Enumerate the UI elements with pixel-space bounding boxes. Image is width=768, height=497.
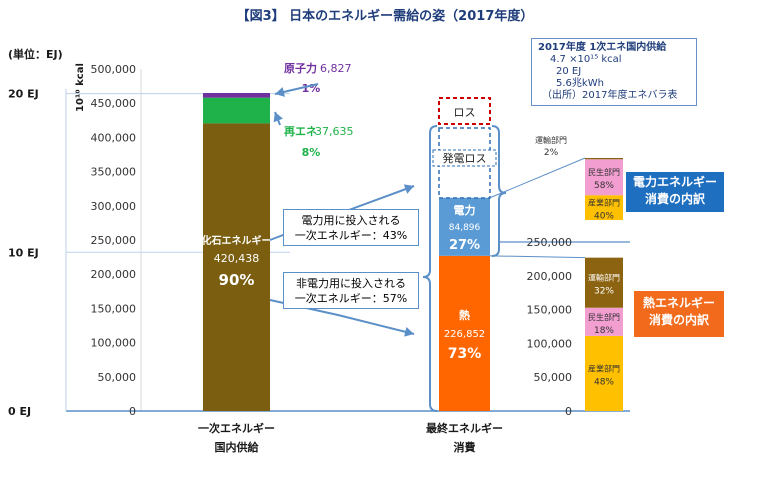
power-input-arrow-head — [403, 184, 414, 194]
heat-residential-segment — [585, 307, 623, 336]
fossil-segment — [203, 123, 270, 411]
final-category-label: 消費 — [454, 440, 476, 454]
electric-connector-line — [489, 157, 586, 199]
power-name-label: 電力 — [454, 203, 476, 217]
callout-line: 非電力用に投入される — [296, 277, 406, 290]
info-line: 4.7 ×10¹⁵ kcal — [550, 54, 622, 65]
ej-tick-label: 0 EJ — [8, 405, 31, 418]
loss-box — [438, 97, 491, 125]
heat-name-label: 熱 — [459, 308, 470, 322]
elec-sector-name-label: 産業部門 — [588, 198, 620, 208]
callout-line: 電力用に投入される — [301, 214, 401, 227]
heat-sector-name-label: 民生部門 — [588, 312, 620, 322]
generation-loss-label-bg — [432, 149, 497, 167]
y-tick-label: 400,000 — [91, 131, 137, 144]
elec-residential-segment — [585, 159, 623, 196]
primary-category-label: 国内供給 — [215, 440, 260, 454]
elec-transport-pct-label: 2% — [544, 148, 559, 158]
elec-industry-segment — [585, 195, 623, 220]
y-tick-label: 300,000 — [91, 200, 137, 213]
y-tick-label: 50,000 — [98, 371, 137, 384]
figure-title: 【図3】 日本のエネルギー需給の姿（2017年度） — [237, 8, 534, 24]
y-tick-label: 500,000 — [91, 63, 137, 76]
secondary-y-tick-label: 200,000 — [527, 270, 573, 283]
nonpower-input-arrow-head — [404, 326, 414, 337]
renewable-name-label: 再エネ — [284, 125, 317, 138]
loss-label: ロス — [454, 106, 476, 119]
info-line: 20 EJ — [556, 66, 582, 77]
heat-sector-name-label: 運輸部門 — [588, 273, 620, 283]
info-box: 2017年度 1次エネ国内供給 4.7 ×10¹⁵ kcal 20 EJ 5.6… — [531, 38, 697, 106]
chart-body: 0 50,000 100,000 150,000 200,000 250,000 300,0… — [8, 61, 630, 454]
power-pct-label: 27% — [449, 238, 480, 253]
heat-pct-label: 73% — [448, 346, 482, 362]
tag-line: 消費の内訳 — [648, 313, 709, 327]
power-input-callout: 電力用に投入される 一次エネルギー：43% — [283, 209, 419, 246]
power-value-label: 84,896 — [449, 223, 481, 233]
nuclear-segment — [203, 93, 270, 98]
y-tick-label: 250,000 — [91, 234, 137, 247]
fossil-name-label: 化石エネルギー — [202, 234, 272, 247]
ej-tick-label: 20 EJ — [8, 88, 39, 101]
info-line: 2017年度 1次エネ国内供給 — [538, 42, 667, 53]
renewable-pct-label: 8% — [302, 146, 321, 159]
callout-line: 一次エネルギー：57% — [294, 292, 408, 305]
y-tick-label: 450,000 — [91, 97, 137, 110]
power-segment — [439, 197, 490, 256]
elec-sector-pct-label: 40% — [594, 212, 614, 222]
generation-loss-label: 発電ロス — [443, 151, 487, 165]
kcal-axis-label: 10¹⁰ kcal — [75, 63, 86, 112]
y-tick-label: 150,000 — [91, 302, 137, 315]
secondary-y-tick-label: 50,000 — [534, 371, 573, 384]
ej-tick-label: 10 EJ — [8, 246, 39, 259]
heat-breakdown-tag: 熱エネルギー 消費の内訳 — [634, 291, 724, 337]
tag-line: 消費の内訳 — [644, 192, 705, 206]
info-line: （出所）2017年度エネバラ表 — [542, 90, 678, 101]
renewable-arrow-head — [273, 112, 283, 123]
renewable-value-label: 37,635 — [315, 125, 354, 138]
nuclear-value-label: 6,827 — [320, 62, 352, 75]
nuclear-name-label: 原子力 — [284, 61, 317, 75]
heat-value-label: 226,852 — [444, 329, 485, 340]
left-brace — [422, 125, 438, 412]
heat-sector-pct-label: 48% — [594, 377, 614, 387]
elec-transport-segment — [585, 158, 623, 160]
heat-sector-pct-label: 32% — [594, 287, 614, 297]
y-tick-label: 350,000 — [91, 166, 137, 179]
secondary-y-tick-label: 250,000 — [527, 236, 573, 249]
heat-transport-segment — [585, 257, 623, 308]
right-brace — [491, 125, 507, 257]
y-tick-label: 0 — [129, 405, 136, 418]
callout-line: 一次エネルギー：43% — [294, 229, 408, 242]
tag-line: 電力エネルギー — [632, 175, 717, 189]
nuclear-arrow-head — [275, 87, 285, 97]
y-tick-label: 100,000 — [91, 337, 137, 350]
heat-segment — [439, 255, 490, 411]
secondary-y-tick-label: 150,000 — [527, 304, 573, 317]
electric-breakdown-tag: 電力エネルギー 消費の内訳 — [626, 172, 724, 212]
heat-sector-pct-label: 18% — [594, 326, 614, 336]
renewable-segment — [203, 97, 270, 124]
unit-label: (単位：EJ) — [8, 47, 63, 61]
elec-sector-pct-label: 58% — [594, 181, 614, 191]
secondary-y-tick-label: 0 — [565, 405, 572, 418]
elec-transport-name-label: 運輸部門 — [535, 135, 567, 145]
info-line: 5.6兆kWh — [556, 78, 604, 89]
final-category-label: 最終エネルギー — [426, 421, 503, 435]
heat-industry-segment — [585, 335, 623, 411]
elec-sector-name-label: 民生部門 — [588, 167, 620, 177]
primary-category-label: 一次エネルギー — [198, 421, 275, 435]
fossil-pct-label: 90% — [219, 271, 255, 289]
tag-line: 熱エネルギー — [642, 296, 715, 310]
heat-sector-name-label: 産業部門 — [588, 363, 620, 373]
y-tick-label: 200,000 — [91, 268, 137, 281]
secondary-y-tick-label: 100,000 — [527, 337, 573, 350]
nonpower-input-callout: 非電力用に投入される 一次エネルギー：57% — [283, 272, 419, 309]
heat-connector-line — [489, 255, 586, 259]
fossil-value-label: 420,438 — [214, 252, 260, 265]
